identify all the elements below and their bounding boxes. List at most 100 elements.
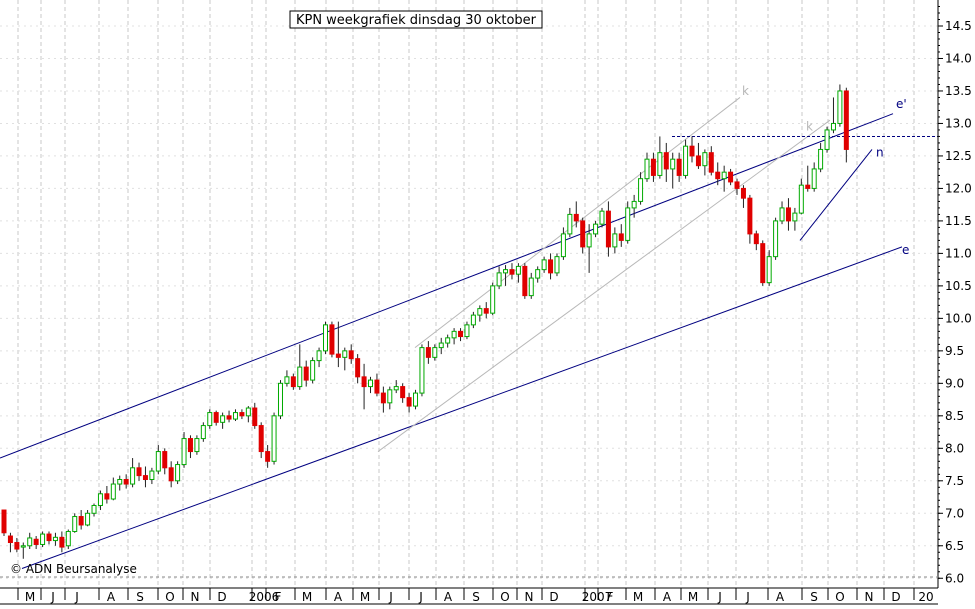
x-tick-label: O <box>835 590 844 604</box>
candle-up <box>445 337 451 344</box>
x-tick-label: N <box>865 590 874 604</box>
candle-down <box>123 478 129 485</box>
candle-up <box>232 412 238 420</box>
candle-down <box>548 259 554 274</box>
x-tick-label: J <box>50 590 55 604</box>
candle-up <box>200 425 206 440</box>
candle-down <box>329 324 335 355</box>
candle-up <box>702 152 708 167</box>
trendline-e-prime <box>0 113 894 459</box>
candle-down <box>290 376 296 388</box>
candle-down <box>734 181 740 189</box>
y-tick-label: 6.5 <box>945 539 964 553</box>
candle-down <box>458 330 464 338</box>
y-tick-label: 8.0 <box>945 441 964 455</box>
candle-down <box>728 171 734 183</box>
candle-down <box>7 535 13 544</box>
candle-up <box>837 90 843 124</box>
trendlines: e' e n k k <box>0 84 938 569</box>
x-tick-label: F <box>607 590 614 604</box>
x-tick-label: J <box>418 590 423 604</box>
trendline-label: n <box>876 146 884 160</box>
x-tick-label: 20 <box>918 590 933 604</box>
x-tick-label: M <box>688 590 698 604</box>
channel-line-k-upper <box>414 97 741 348</box>
candle-up <box>818 148 824 170</box>
x-tick-label: N <box>525 590 534 604</box>
candle-down <box>663 152 669 170</box>
candle-down <box>14 542 20 550</box>
candle-up <box>52 536 58 542</box>
y-tick-label: 11.5 <box>945 214 972 228</box>
x-tick-label: M <box>302 590 312 604</box>
candle-up <box>657 152 663 176</box>
candle-up <box>554 256 560 274</box>
x-tick-label: M <box>633 590 643 604</box>
candle-up <box>496 272 502 287</box>
candle-up <box>220 415 226 423</box>
candle-up <box>490 285 496 314</box>
candle-down <box>187 438 193 453</box>
candle-down <box>380 392 386 404</box>
candle-up <box>638 178 644 202</box>
y-tick-label: 7.5 <box>945 474 964 488</box>
candle-up <box>631 200 637 209</box>
candle-down <box>348 350 354 360</box>
candle-down <box>740 187 746 199</box>
candle-up <box>451 330 457 339</box>
x-tick-label: 2006 <box>249 590 280 604</box>
candle-up <box>40 533 46 545</box>
y-tick-label: 14.0 <box>945 51 972 65</box>
candle-down <box>104 493 110 500</box>
candle-down <box>747 197 753 235</box>
candle-down <box>335 353 341 358</box>
candle-up <box>323 324 328 352</box>
y-tick-label: 10.0 <box>945 311 972 325</box>
candle-up <box>567 213 573 235</box>
candle-down <box>355 358 361 378</box>
x-tick-label: J <box>388 590 393 604</box>
candle-up <box>284 376 290 384</box>
candle-up <box>773 220 779 258</box>
candle-down <box>605 210 611 248</box>
y-tick-label: 12.5 <box>945 149 972 163</box>
candle-down <box>168 467 174 482</box>
candle-up <box>599 210 605 225</box>
candle-down <box>689 145 695 157</box>
candle-up <box>779 207 785 222</box>
candle-up <box>541 259 547 271</box>
trendline-label: e <box>902 243 909 257</box>
candle-down <box>258 425 264 453</box>
y-tick-label: 9.0 <box>945 376 964 390</box>
candle-up <box>316 350 322 362</box>
candle-down <box>509 269 515 275</box>
candle-down <box>265 451 271 462</box>
y-tick-label: 11.0 <box>945 246 972 260</box>
candle-up <box>413 392 419 407</box>
candle-down <box>1 509 7 534</box>
candle-up <box>117 478 123 485</box>
candle-down <box>142 475 148 480</box>
trendline-e <box>21 246 903 569</box>
candle-up <box>586 233 592 248</box>
candle-down <box>226 415 232 420</box>
candle-down <box>708 152 714 173</box>
channel-line-k-lower <box>377 119 831 452</box>
candle-up <box>503 269 509 274</box>
trendline-n <box>799 149 873 241</box>
candle-up <box>20 545 26 548</box>
candle-up <box>72 516 78 532</box>
candle-up <box>766 256 772 284</box>
candle-up <box>277 382 283 417</box>
candle-down <box>580 220 586 248</box>
x-tick-label: A <box>334 590 343 604</box>
candle-up <box>271 415 277 462</box>
candle-down <box>805 184 811 189</box>
candle-up <box>130 467 136 485</box>
candle-up <box>612 233 618 248</box>
chart-title: KPN weekgrafiek dinsdag 30 oktober <box>296 13 537 28</box>
x-tick-label: A <box>776 590 785 604</box>
x-tick-label: J <box>717 590 722 604</box>
